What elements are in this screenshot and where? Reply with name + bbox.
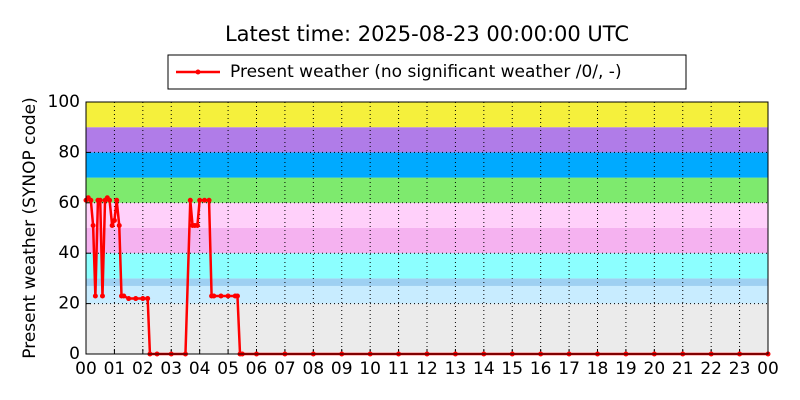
x-tick-label: 05: [217, 359, 239, 379]
y-tick-label: 60: [58, 193, 80, 213]
point: [97, 197, 103, 203]
x-tick-label: 19: [615, 359, 637, 379]
background-band: [86, 152, 768, 178]
plot-frame: [85, 101, 769, 355]
background-band: [86, 127, 768, 153]
point: [88, 197, 94, 203]
point: [206, 197, 212, 203]
y-tick-label: 100: [48, 92, 80, 112]
point: [225, 293, 231, 299]
chart-title: Latest time: 2025-08-23 00:00:00 UTC: [225, 22, 629, 46]
point: [114, 197, 120, 203]
y-tick-label: 0: [69, 344, 80, 364]
x-tick-label: 07: [274, 359, 296, 379]
point: [211, 293, 217, 299]
x-tick-label: 18: [587, 359, 609, 379]
x-tick-label: 11: [388, 359, 410, 379]
point: [133, 296, 139, 302]
y-tick-label: 40: [58, 243, 80, 263]
x-tick-label: 02: [132, 359, 154, 379]
x-tick-label: 08: [303, 359, 325, 379]
point: [121, 293, 127, 299]
point: [218, 293, 224, 299]
legend-label: Present weather (no significant weather …: [230, 62, 622, 82]
point: [234, 293, 240, 299]
point: [187, 197, 193, 203]
x-tick-label: 14: [473, 359, 495, 379]
background-band: [86, 228, 768, 254]
point: [116, 222, 122, 228]
point: [109, 222, 115, 228]
x-tick-label: 21: [672, 359, 694, 379]
x-tick-label: 16: [530, 359, 552, 379]
point: [201, 197, 207, 203]
legend-box: [167, 54, 687, 90]
legend-marker: [195, 69, 201, 75]
x-tick-label: 15: [501, 359, 523, 379]
x-tick-label: 17: [558, 359, 580, 379]
x-tick-label: 01: [104, 359, 126, 379]
y-axis-label: Present weather (SYNOP code): [20, 97, 40, 358]
point: [99, 293, 105, 299]
x-tick-label: 12: [416, 359, 438, 379]
x-tick-label: 06: [246, 359, 268, 379]
x-tick-label: 10: [359, 359, 381, 379]
x-tick-label: 04: [189, 359, 211, 379]
point: [90, 222, 96, 228]
x-tick-label: 23: [729, 359, 751, 379]
point: [145, 296, 151, 302]
y-tick-label: 20: [58, 294, 80, 314]
background-band: [86, 303, 768, 354]
point: [197, 197, 203, 203]
x-tick-label: 13: [445, 359, 467, 379]
point: [126, 296, 132, 302]
point: [107, 197, 113, 203]
x-tick-label: 20: [644, 359, 666, 379]
point: [92, 293, 98, 299]
x-tick-label: 22: [700, 359, 722, 379]
x-tick-label: 09: [331, 359, 353, 379]
point: [111, 217, 117, 223]
point: [194, 222, 200, 228]
point: [140, 296, 146, 302]
x-tick-label: 03: [160, 359, 182, 379]
x-tick-label: 00: [75, 359, 97, 379]
y-tick-label: 80: [58, 142, 80, 162]
x-tick-label: 00: [757, 359, 779, 379]
